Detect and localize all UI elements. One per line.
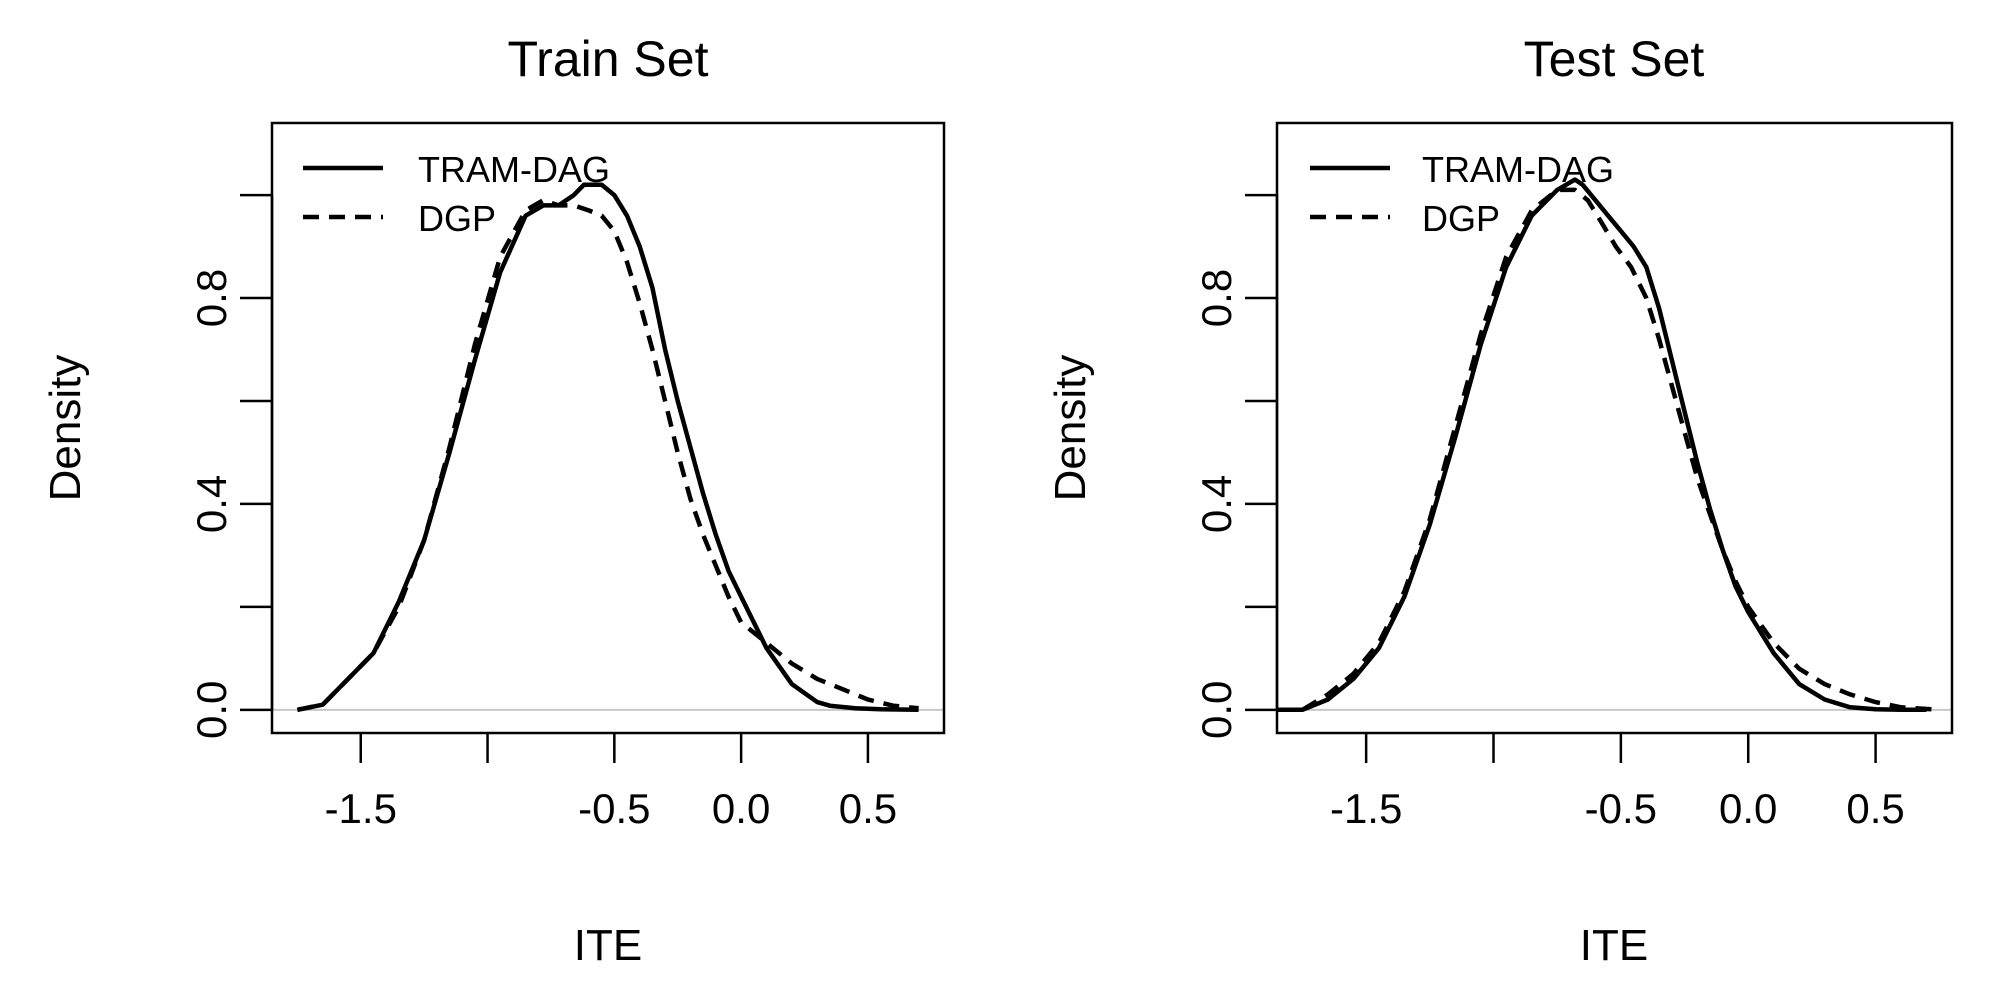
x-tick-label: -1.5 [1330,785,1402,832]
x-tick-label: 0.5 [1846,785,1904,832]
y-tick-label: 0.8 [1193,269,1240,327]
x-axis-label: ITE [574,921,642,970]
chart-title: Train Set [507,31,708,87]
y-axis-label: Density [41,355,90,502]
legend-label: TRAM-DAG [1422,149,1614,190]
legend: TRAM-DAG DGP [303,149,610,239]
train-set-panel: Train Set ITE Density -1.5 -0.5 0.0 0.5 0.0… [41,31,946,970]
plot-frame [270,121,946,735]
y-axis: 0.0 0.4 0.8 [1193,193,1279,739]
legend-label: DGP [418,198,496,239]
y-tick-label: 0.8 [188,269,235,327]
dgp-density-line [296,197,919,713]
y-tick-label: 0.0 [1193,681,1240,739]
series-layer [296,182,919,713]
legend: TRAM-DAG DGP [1310,149,1614,239]
x-tick-label: 0.5 [839,785,897,832]
test-set-panel: Test Set ITE Density -1.5 -0.5 0.0 0.5 0.00… [1046,31,1954,970]
plot-frame [1275,121,1954,735]
y-tick-label: 0.4 [1193,475,1240,533]
legend-label: TRAM-DAG [418,149,610,190]
y-tick-label: 0.0 [188,681,235,739]
x-axis: -1.5 -0.5 0.0 0.5 [1330,733,1905,832]
x-tick-label: -0.5 [1585,785,1657,832]
y-axis-label: Density [1046,355,1095,502]
chart-title: Test Set [1524,31,1705,87]
x-tick-label: -0.5 [578,785,650,832]
x-axis-label: ITE [1580,921,1648,970]
legend-label: DGP [1422,198,1500,239]
x-tick-label: 0.0 [1719,785,1777,832]
y-axis: 0.0 0.4 0.8 [188,193,274,739]
x-tick-label: -1.5 [325,785,397,832]
y-tick-label: 0.4 [188,475,235,533]
x-tick-label: 0.0 [712,785,770,832]
dgp-density-line [1277,187,1940,713]
x-axis: -1.5 -0.5 0.0 0.5 [325,733,897,832]
series-layer [1277,177,1940,713]
